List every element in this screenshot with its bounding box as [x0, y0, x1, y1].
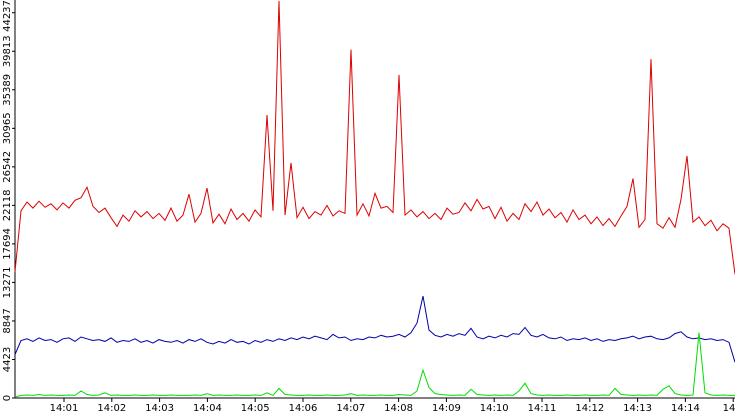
y-tick-label: 4423 — [2, 347, 13, 372]
x-tick-label: 14:13 — [623, 403, 652, 414]
x-tick-label: 14:06 — [289, 403, 318, 414]
series-line — [14, 295, 735, 363]
x-tick-label: 14:08 — [384, 403, 413, 414]
y-tick-label: 44237 — [2, 0, 13, 32]
x-tick-label: 14:11 — [528, 403, 557, 414]
x-tick-label: 14:04 — [193, 403, 222, 414]
x-tick-label: 14:10 — [480, 403, 509, 414]
y-tick-label: 17694 — [2, 228, 13, 260]
series-line — [14, 332, 735, 398]
y-tick-label: 39813 — [2, 35, 13, 67]
x-tick-label: 14:07 — [336, 403, 365, 414]
y-tick-label: 13271 — [2, 267, 13, 299]
y-tick-label: 8847 — [2, 308, 13, 333]
x-tick-label: 14:01 — [50, 403, 79, 414]
x-tick-label: 14:09 — [432, 403, 461, 414]
x-tick-label: 14:05 — [241, 403, 270, 414]
y-tick-label: 26542 — [2, 151, 13, 183]
y-tick-label: 22118 — [2, 189, 13, 221]
x-tick-label: 14 — [723, 403, 735, 414]
series-line — [14, 0, 735, 275]
x-tick-label: 14:12 — [575, 403, 604, 414]
x-tick-label: 14:02 — [97, 403, 126, 414]
y-tick-label: 30965 — [2, 112, 13, 144]
y-tick-label: 0 — [2, 395, 13, 401]
x-tick-label: 14:03 — [145, 403, 174, 414]
y-tick-label: 35389 — [2, 74, 13, 106]
x-tick-label: 14:14 — [671, 403, 700, 414]
